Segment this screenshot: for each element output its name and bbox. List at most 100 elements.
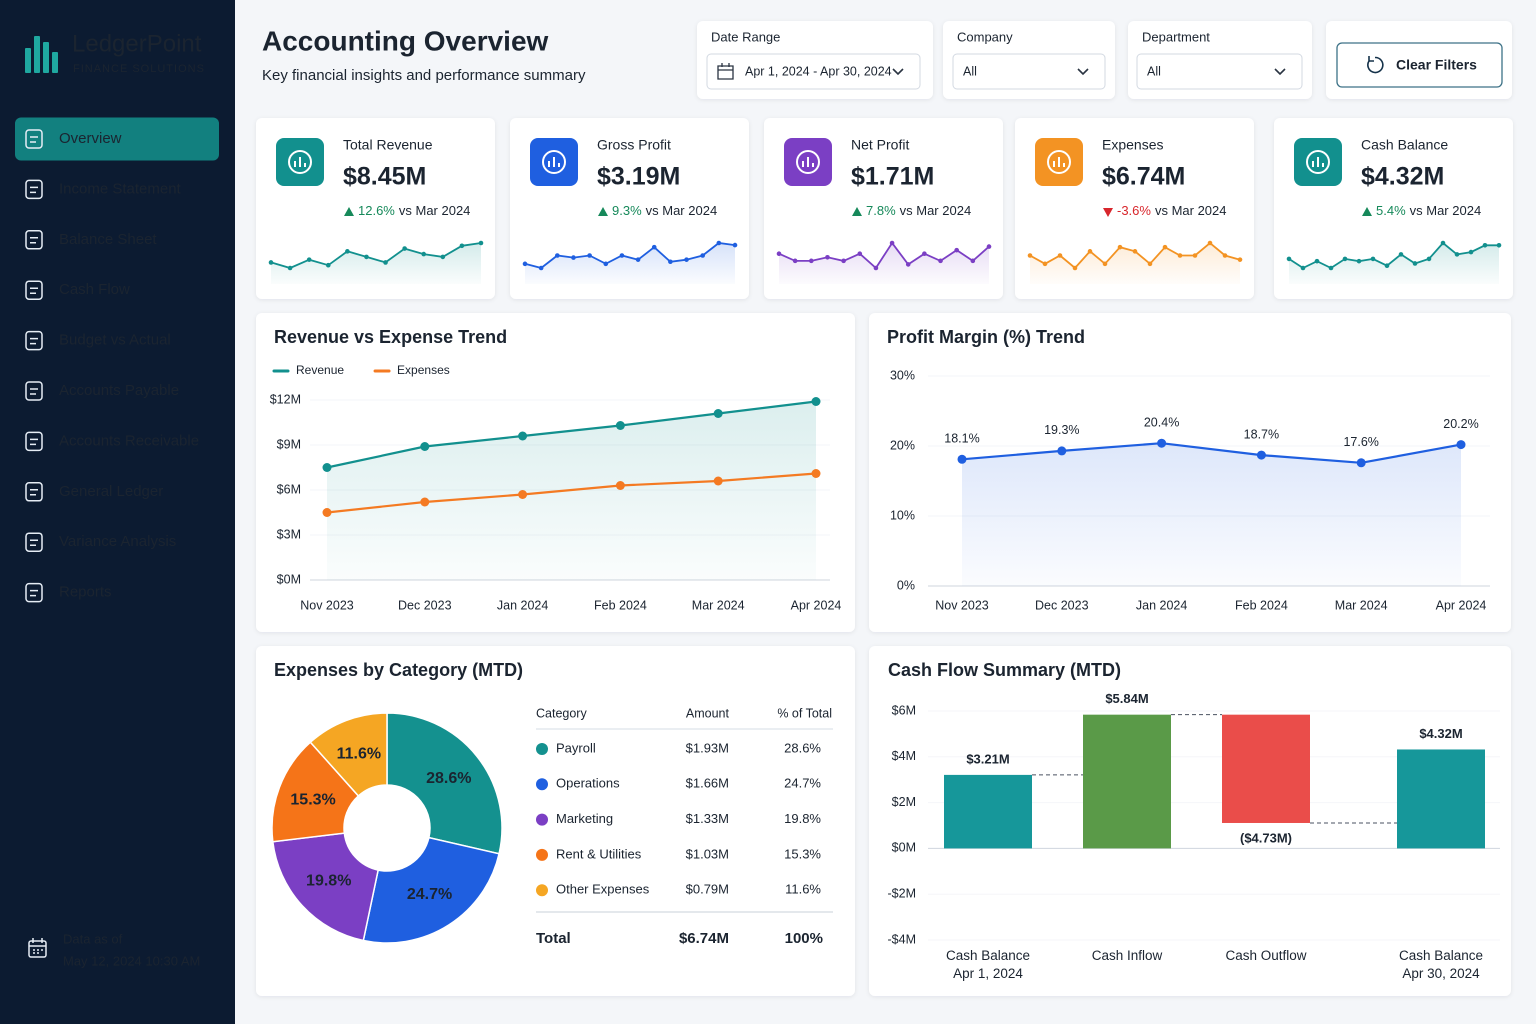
sparkline-point — [776, 251, 782, 257]
chart-title: Profit Margin (%) Trend — [887, 327, 1085, 347]
point — [957, 454, 967, 464]
sparkline-point — [1027, 253, 1033, 258]
sparkline-point — [1072, 265, 1078, 271]
data-label: $5.84M — [1105, 691, 1148, 706]
calendar-icon — [717, 63, 734, 80]
kpi-icon-glyph — [1047, 150, 1071, 174]
sparkline — [270, 242, 482, 269]
nav-item[interactable]: Cash Flow — [25, 280, 130, 300]
x-tick-label: Cash Balance Apr 30, 2024 — [1399, 948, 1483, 981]
legend-dot — [536, 813, 548, 826]
sparkline-point — [905, 262, 911, 267]
legend-item[interactable]: Expenses — [373, 363, 450, 377]
nav-item[interactable]: General Ledger — [25, 482, 163, 502]
button-box[interactable] — [1336, 42, 1503, 88]
nav-icon — [25, 330, 43, 351]
sparkline-point — [538, 265, 544, 271]
sparkline-point — [268, 260, 274, 265]
sparkline-point — [1117, 244, 1123, 250]
table-header: Amount — [686, 706, 730, 720]
sparkline-point — [459, 243, 465, 249]
y-tick-label: $6M — [892, 703, 916, 717]
legend-dot — [536, 743, 548, 755]
kpi-change-value: -3.6% — [1117, 203, 1151, 218]
point — [420, 497, 430, 507]
chart-title: Revenue vs Expense Trend — [274, 327, 507, 347]
data-label: 18.1% — [944, 432, 979, 446]
nav-active-bg[interactable] — [15, 117, 219, 161]
y-tick-label: 0% — [897, 578, 915, 592]
sparkline-point — [287, 265, 293, 271]
nav-item[interactable]: Variance Analysis — [25, 532, 176, 552]
select-box[interactable] — [706, 53, 921, 90]
legend-dot — [536, 848, 548, 861]
kpi-label: Cash Balance — [1361, 137, 1448, 153]
table-header: Category — [536, 706, 587, 720]
kpi-comparison: vs Mar 2024 — [900, 203, 972, 218]
kpi-comparison: vs Mar 2024 — [399, 203, 471, 218]
nav-icon — [30, 489, 38, 496]
y-tick-label: $4M — [892, 749, 916, 763]
kpi-change-value: 7.8% — [866, 203, 896, 218]
x-tick-line: Cash Outflow — [1225, 948, 1306, 963]
kpi-comparison: vs Mar 2024 — [1155, 203, 1227, 218]
filter-select[interactable]: Apr 1, 2024 - Apr 30, 2024 — [706, 53, 921, 90]
filter-select[interactable]: All — [952, 53, 1106, 90]
trend-arrow — [852, 207, 862, 216]
kpi-label: Net Profit — [851, 137, 909, 153]
kpi-value: $4.32M — [1361, 163, 1444, 191]
point — [713, 476, 723, 486]
sparkline-point — [889, 240, 895, 246]
table-amount: $1.93M — [686, 740, 729, 755]
bar — [1397, 749, 1485, 849]
y-tick-label: 20% — [890, 438, 915, 452]
point — [1356, 458, 1366, 468]
line — [326, 400, 817, 469]
sparkline-area — [1030, 243, 1240, 284]
sparkline-point — [792, 258, 798, 264]
sparkline-point — [700, 253, 705, 258]
point — [322, 508, 332, 517]
nav-item[interactable]: Overview — [15, 117, 219, 161]
nav-item[interactable]: Reports — [25, 582, 112, 603]
sparkline-area — [1289, 243, 1499, 284]
trend-arrow — [344, 207, 354, 216]
trend-arrow — [1103, 208, 1113, 217]
sparkline-point — [555, 253, 560, 258]
clear-filters-button[interactable]: Clear Filters — [1336, 42, 1503, 88]
table-amount: $1.66M — [686, 776, 729, 791]
x-tick-label: Cash Balance Apr 1, 2024 — [946, 948, 1030, 981]
nav-item[interactable]: Budget vs Actual — [25, 330, 171, 351]
sparkline-point — [1147, 261, 1153, 267]
legend-item[interactable]: Revenue — [272, 363, 344, 377]
nav-item[interactable]: Accounts Receivable — [25, 431, 199, 452]
sparkline-point — [1237, 257, 1243, 262]
filter-select[interactable]: All — [1136, 53, 1303, 90]
nav-item[interactable]: Accounts Payable — [25, 381, 179, 401]
nav-icon — [25, 482, 43, 502]
sparkline-point — [986, 244, 992, 249]
x-tick-label: Mar 2024 — [692, 598, 745, 612]
point — [615, 481, 625, 490]
sparkline-point — [383, 260, 388, 265]
select-box[interactable] — [952, 53, 1106, 90]
nav-item[interactable]: Income Statement — [25, 179, 182, 200]
brand-tagline: FINANCE SOLUTIONS — [73, 63, 205, 75]
table-total: 100% — [785, 930, 823, 947]
select-box[interactable] — [1136, 53, 1303, 90]
sparkline-point — [809, 258, 814, 264]
kpi-icon-glyph — [548, 157, 560, 167]
slice-label: 15.3% — [290, 791, 335, 808]
x-tick-label: Cash Outflow — [1225, 948, 1306, 963]
sparkline-area — [779, 243, 989, 284]
kpi-label: Total Revenue — [343, 137, 433, 153]
sidebar — [0, 0, 235, 1024]
donut-slice — [309, 712, 388, 797]
table-category: Rent & Utilities — [556, 846, 642, 861]
sparkline-point — [1440, 240, 1446, 246]
nav-item[interactable]: Balance Sheet — [25, 230, 157, 250]
table-amount: $1.33M — [686, 811, 729, 826]
kpi-icon-glyph — [1312, 157, 1324, 167]
line — [961, 442, 1462, 464]
point — [1157, 438, 1167, 448]
